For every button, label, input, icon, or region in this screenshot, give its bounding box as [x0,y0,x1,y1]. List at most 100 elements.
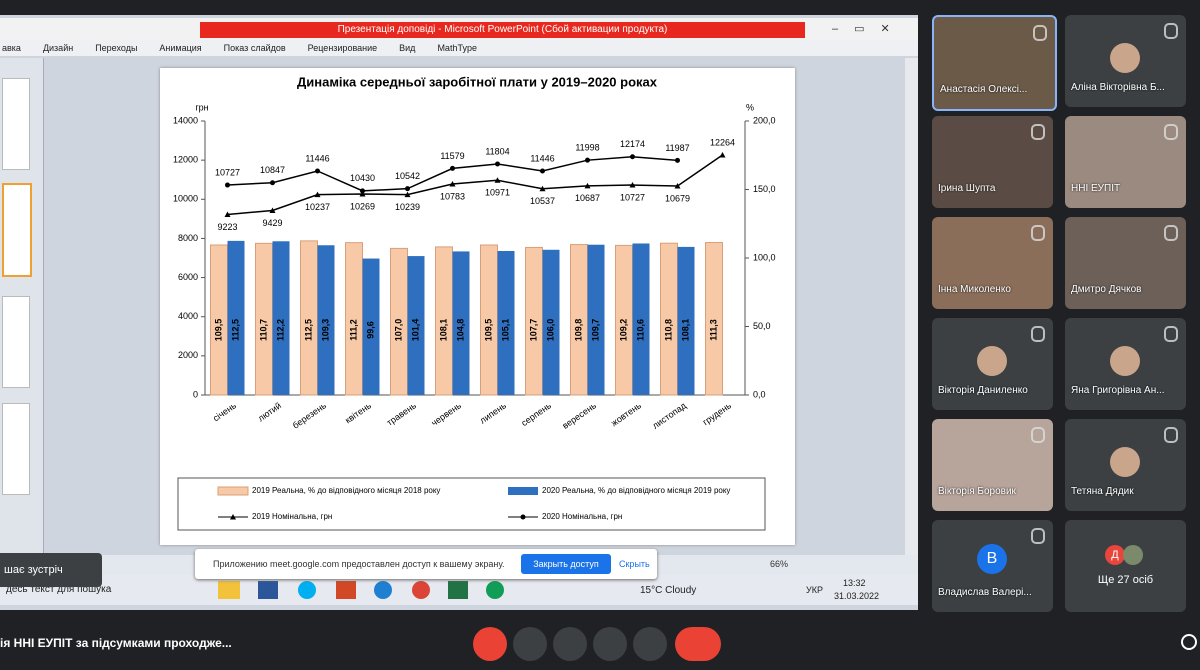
line-value-label: 10679 [665,193,690,203]
bar-value-label: 109,5 [483,319,493,342]
hide-link[interactable]: Скрыть [619,559,650,569]
participant-tile[interactable]: Вікторія Даниленко [932,318,1053,410]
app-icon[interactable] [412,581,430,599]
more-button[interactable] [633,627,667,661]
marker [269,207,276,213]
participant-tile[interactable]: ННІ ЕУПІТ [1065,116,1186,208]
search-box[interactable]: десь текст для пошука [6,584,112,595]
bar-value-label: 109,5 [213,319,223,342]
mic-button[interactable] [473,627,507,661]
marker [675,157,680,163]
thumbnail[interactable] [2,403,30,495]
end-call-button[interactable] [675,627,721,661]
bar-value-label: 112,5 [303,319,313,341]
more-participants-tile[interactable]: Д Ще 27 осіб [1065,520,1186,612]
banner-text: Приложению meet.google.com предоставлен … [213,559,505,569]
avatar [1110,43,1140,73]
app-icon[interactable] [298,581,316,599]
app-icon[interactable] [486,581,504,599]
menu-item[interactable]: MathType [437,43,477,53]
bar [705,242,723,396]
line-value-label: 10237 [305,202,330,212]
y-tick-label: 12000 [173,155,198,165]
menu-item[interactable]: авка [2,43,21,53]
participant-tile[interactable]: Анастасія Олексі... [932,15,1057,111]
bar-value-label: 101,4 [410,319,420,342]
mic-off-icon [1031,225,1045,241]
bar-value-label: 112,5 [230,319,240,341]
raise-hand-button[interactable] [553,627,587,661]
marker [629,182,636,188]
legend-label: 2019 Номінальна, грн [252,512,332,521]
x-tick-label: липень [478,400,508,425]
bar [452,251,470,395]
participant-tile[interactable]: Тетяна Дядик [1065,419,1186,511]
mic-off-icon [1164,326,1178,342]
marker [360,188,365,194]
line-value-label: 10542 [395,171,420,181]
line-value-label: 9223 [217,222,237,232]
participant-tile[interactable]: Ірина Шупта [932,116,1053,208]
avatar: В [977,544,1007,574]
participant-tile[interactable]: В Владислав Валері... [932,520,1053,612]
line-value-label: 10783 [440,191,465,201]
app-icon[interactable] [218,581,240,599]
participant-tile[interactable]: Аліна Вікторівна Б... [1065,15,1186,107]
participant-name: Яна Григорівна Ан... [1071,385,1165,396]
stop-sharing-button[interactable]: Закрыть доступ [521,554,611,574]
line-value-label: 10687 [575,193,600,203]
participant-tile[interactable]: Вікторія Боровик [932,419,1053,511]
window-title: Презентація доповіді - Microsoft PowerPo… [200,22,805,38]
thumbnail[interactable] [2,183,32,277]
marker [225,182,230,188]
x-tick-label: лютий [256,400,283,423]
menu-item[interactable]: Вид [399,43,416,53]
legend-box [177,477,766,531]
menu-item[interactable]: Анимация [159,43,202,53]
menu-item[interactable]: Дизайн [42,43,74,53]
menu-item[interactable]: Показ слайдов [223,43,286,53]
participant-name: ННІ ЕУПІТ [1071,183,1121,194]
marker [359,191,366,197]
app-icon[interactable] [374,581,392,599]
app-icon[interactable] [336,581,356,599]
participant-name: Дмитро Дячков [1071,284,1142,295]
y-tick-label: 14000 [173,115,198,125]
avatar [1110,447,1140,477]
y2-tick-label: 150,0 [753,184,776,194]
x-tick-label: червень [429,400,463,428]
x-tick-label: грудень [701,400,733,427]
marker [405,186,410,192]
info-button[interactable] [1181,634,1197,650]
y-axis-label: грн [195,102,208,112]
scrollbar[interactable] [905,58,918,555]
thumbnail[interactable] [2,296,30,388]
ribbon: авка Дизайн Переходы Анимация Показ слайдов Р… [0,40,918,56]
menu-item[interactable]: Рецензирование [307,43,378,53]
participant-tile[interactable]: Інна Миколенко [932,217,1053,309]
mic-off-icon [1164,427,1178,443]
bar [677,246,695,395]
y2-tick-label: 100,0 [753,252,776,262]
window-controls[interactable]: –▭✕ [832,23,906,35]
marker [585,157,590,163]
participant-tile[interactable]: Дмитро Дячков [1065,217,1186,309]
thumbnail[interactable] [2,78,30,170]
legend-marker [520,514,526,520]
camera-button[interactable] [513,627,547,661]
app-icon[interactable] [258,581,278,599]
legend-marker [230,514,236,520]
participant-tile[interactable]: Яна Григорівна Ан... [1065,318,1186,410]
line-value-label: 10971 [485,188,510,198]
app-icon[interactable] [448,581,468,599]
mic-off-icon [1164,124,1178,140]
language[interactable]: УКР [806,585,823,595]
clock-date: 31.03.2022 [834,591,880,601]
present-button[interactable] [593,627,627,661]
line-value-label: 11998 [575,143,599,153]
marker [495,161,500,167]
line-value-label: 10269 [350,201,375,211]
menu-item[interactable]: Переходы [95,43,138,53]
slide-thumbnails [0,58,44,555]
bar [227,240,245,395]
